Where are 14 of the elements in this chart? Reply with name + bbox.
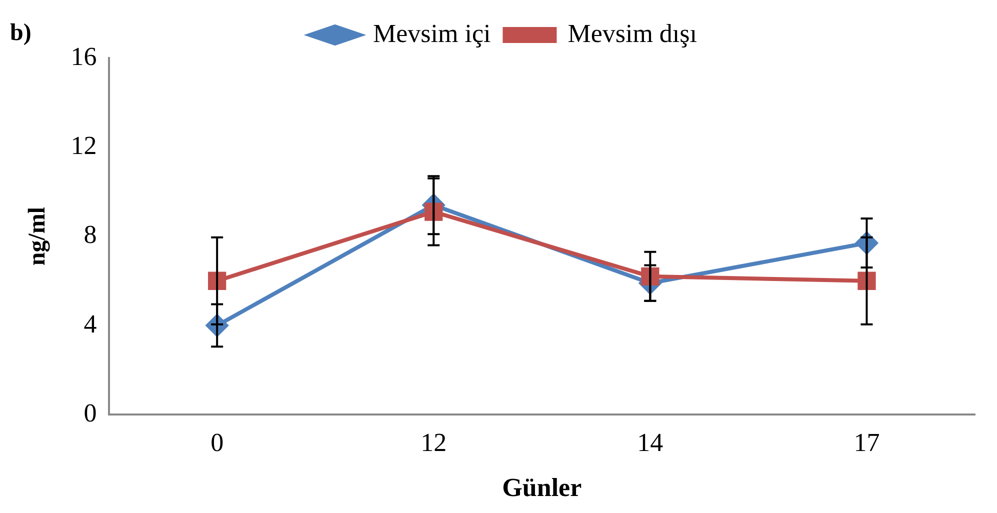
y-axis-title: ng/ml (24, 206, 51, 266)
x-tick-label: 12 (420, 428, 447, 458)
y-tick-label: 16 (70, 42, 97, 71)
x-tick-label: 17 (854, 428, 880, 458)
text: b) (10, 20, 32, 46)
legend-label: Mevsim dışı (568, 18, 698, 48)
y-tick-label: 0 (84, 398, 97, 428)
y-tick-label: 12 (70, 130, 97, 160)
x-tick-label: 14 (637, 428, 664, 458)
legend-label: Mevsim içi (373, 18, 491, 48)
y-tick-label: 4 (84, 309, 97, 338)
y-tick-label: 8 (84, 220, 97, 250)
x-tick-label: 0 (210, 428, 224, 458)
x-axis-title: Günler (502, 473, 582, 502)
